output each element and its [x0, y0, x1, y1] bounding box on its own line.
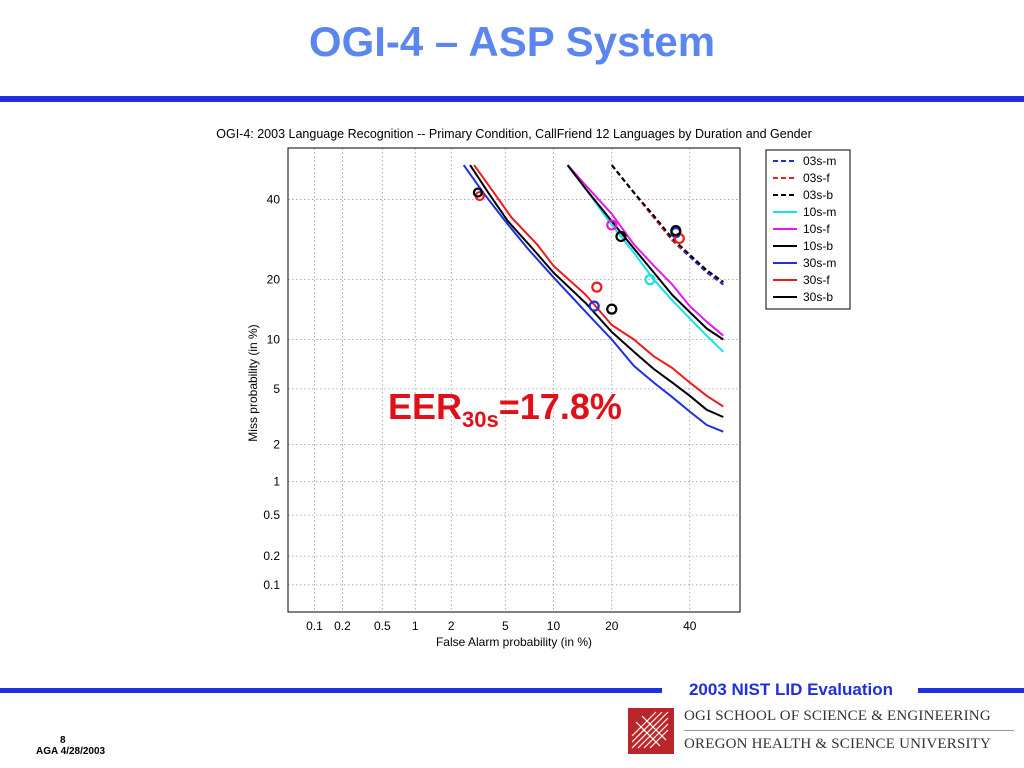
y-tick-label: 20 [267, 273, 281, 287]
x-tick-label: 0.1 [306, 619, 323, 633]
x-tick-labels: 0.1 0.2 0.5 1 2 5 10 20 40 [306, 619, 697, 633]
legend-label-30s-b: 30s-b [803, 290, 833, 304]
series-line-10s-m [566, 164, 724, 353]
eer-markers [472, 187, 685, 315]
eer-marker-30s-f [591, 281, 603, 293]
series-lines [462, 164, 724, 433]
logo-divider [684, 730, 1014, 731]
title-divider [0, 96, 1024, 102]
series-line-30s-m [462, 164, 724, 433]
legend-label-10s-m: 10s-m [803, 205, 836, 219]
eer-marker-30s-m [588, 300, 600, 312]
eer-marker-03s-b [670, 225, 682, 237]
footer-label: 2003 NIST LID Evaluation [688, 680, 894, 699]
legend-label-03s-f: 03s-f [803, 171, 830, 185]
series-line-03s-f [611, 164, 724, 283]
series-line-10s-b [566, 164, 724, 341]
legend-label-30s-f: 30s-f [803, 273, 830, 287]
eer-marker-30s-b [606, 303, 618, 315]
y-tick-label: 40 [267, 193, 281, 207]
legend-label-10s-f: 10s-f [803, 222, 830, 236]
legend-label-03s-m: 03s-m [803, 154, 836, 168]
y-tick-label: 1 [273, 474, 280, 488]
det-chart: OGI-4: 2003 Language Recognition -- Prim… [216, 127, 851, 649]
x-axis-label: False Alarm probability (in %) [436, 635, 592, 649]
x-tick-label: 5 [502, 619, 509, 633]
ohsu-logo-icon [628, 708, 674, 754]
y-tick-label: 2 [273, 437, 280, 451]
series-line-30s-b [469, 164, 724, 418]
author-date: AGA 4/28/2003 [36, 746, 106, 757]
x-tick-label: 2 [448, 619, 455, 633]
eer-marker-10s-m [644, 274, 656, 286]
legend: 03s-m 03s-f 03s-b 10s-m 10s-f 10s-b 30s-m 30s-f… [765, 149, 851, 310]
page-number: 8 [60, 735, 66, 746]
series-line-03s-m [611, 164, 724, 286]
y-tick-label: 10 [267, 333, 281, 347]
eer-subscript: 30s [462, 407, 499, 432]
grid [288, 148, 740, 612]
eer-marker-10s-f [606, 219, 618, 231]
slide-title: OGI-4 – ASP System [308, 18, 716, 65]
start-marker-30s-b [472, 187, 484, 198]
series-line-03s-b [611, 164, 724, 283]
y-axis-label: Miss probability (in %) [246, 324, 260, 441]
x-tick-label: 40 [683, 619, 697, 633]
chart-title: OGI-4: 2003 Language Recognition -- Prim… [216, 127, 812, 141]
legend-label-30s-m: 30s-m [803, 256, 836, 270]
footer-divider-left [0, 688, 662, 693]
x-tick-label: 20 [605, 619, 619, 633]
eer-value: =17.8% [498, 386, 622, 427]
x-tick-label: 0.2 [334, 619, 351, 633]
series-line-10s-f [566, 164, 724, 337]
series-line-30s-f [473, 164, 724, 408]
x-tick-label: 1 [412, 619, 419, 633]
logo-university-text: OREGON HEALTH & SCIENCE UNIVERSITY [684, 736, 992, 752]
legend-label-03s-b: 03s-b [803, 188, 833, 202]
y-tick-label: 0.1 [263, 578, 280, 592]
logo-school-text: OGI SCHOOL OF SCIENCE & ENGINEERING [684, 708, 991, 724]
x-tick-label: 10 [547, 619, 561, 633]
y-tick-label: 0.5 [263, 508, 280, 522]
legend-label-10s-b: 10s-b [803, 239, 833, 253]
y-tick-labels: 0.1 0.2 0.5 1 2 5 10 20 40 [263, 193, 280, 592]
eer-marker-10s-b [615, 230, 627, 243]
x-tick-label: 0.5 [374, 619, 391, 633]
y-tick-label: 0.2 [263, 549, 280, 563]
eer-prefix: EER [388, 386, 463, 427]
eer-annotation: EER30s=17.8% [388, 386, 622, 433]
footer-divider-right [918, 688, 1024, 693]
plot-frame [287, 147, 741, 613]
y-tick-label: 5 [273, 382, 280, 396]
